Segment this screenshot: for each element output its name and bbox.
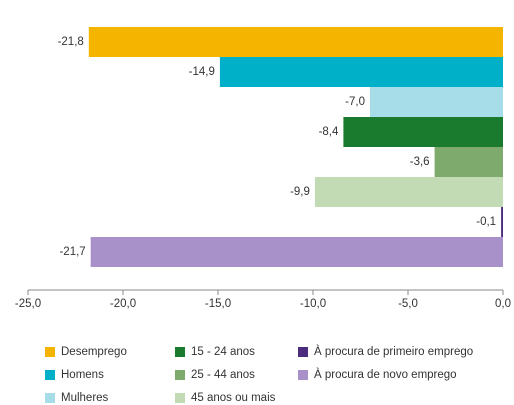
legend-label: À procura de primeiro emprego	[314, 345, 473, 358]
bar	[88, 27, 504, 57]
x-tick-label: 0,0	[495, 298, 511, 310]
legend-swatch	[298, 370, 308, 380]
bar	[90, 237, 503, 267]
bar	[343, 117, 503, 147]
legend-label: 15 - 24 anos	[191, 346, 255, 358]
legend-swatch	[298, 347, 308, 357]
value-label: -3,6	[410, 156, 430, 168]
legend-swatch	[45, 370, 55, 380]
value-label: -7,0	[345, 96, 365, 108]
legend-swatch	[45, 347, 55, 357]
x-tick-label: -20,0	[110, 298, 136, 310]
legend-label: À procura de novo emprego	[314, 368, 457, 381]
legend-swatch	[175, 393, 185, 403]
legend-swatch	[175, 347, 185, 357]
value-label: -9,9	[290, 186, 310, 198]
bar	[501, 207, 503, 237]
bar	[314, 177, 503, 207]
legend-label: Mulheres	[61, 392, 109, 404]
legend-label: Homens	[61, 369, 104, 381]
legend-label: 25 - 44 anos	[191, 369, 255, 381]
legend-swatch	[175, 370, 185, 380]
bar	[434, 147, 503, 177]
x-tick-label: -15,0	[205, 298, 231, 310]
legend-label: Desemprego	[61, 346, 127, 358]
x-tick-label: -5,0	[398, 298, 418, 310]
x-tick-label: -10,0	[300, 298, 326, 310]
value-label: -21,8	[58, 36, 84, 48]
value-label: -14,9	[189, 66, 215, 78]
bar	[219, 57, 503, 87]
legend-swatch	[45, 393, 55, 403]
value-label: -8,4	[319, 126, 339, 138]
bar	[370, 87, 503, 117]
x-tick-label: -25,0	[15, 298, 41, 310]
value-label: -21,7	[59, 246, 85, 258]
legend-label: 45 anos ou mais	[191, 392, 276, 404]
value-label: -0,1	[476, 216, 496, 228]
